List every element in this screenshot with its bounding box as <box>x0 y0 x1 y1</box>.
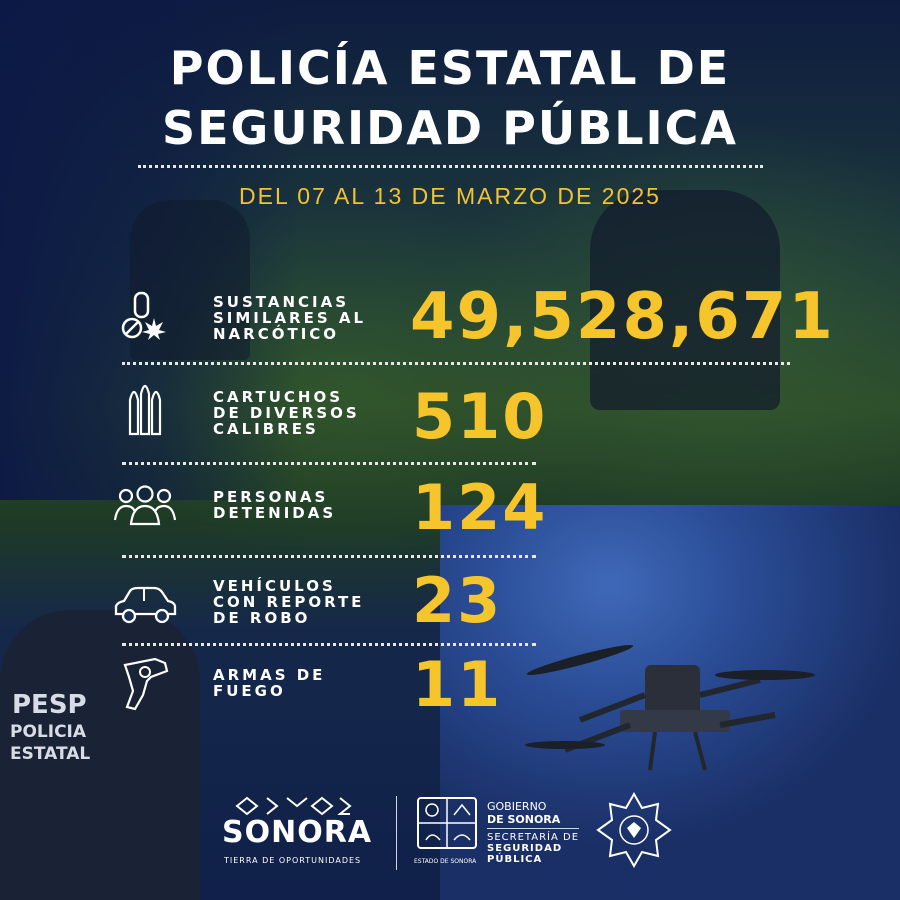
estado-sonora-caption: ESTADO DE SONORA <box>414 858 477 865</box>
pill-leaf-icon <box>121 291 166 340</box>
stat-label-vehiculos: VEHÍCULOS CON REPORTE DE ROBO <box>213 577 365 627</box>
stat-divider-3 <box>122 555 536 558</box>
stat-value-sustancias: 49,528,671 <box>410 280 835 354</box>
stat-value-personas: 124 <box>412 471 548 544</box>
stat-divider-1 <box>122 362 790 365</box>
stat-divider-2 <box>122 462 536 465</box>
bullets-icon <box>128 384 162 436</box>
sonora-tagline: TIERRA DE OPORTUNIDADES <box>224 856 362 865</box>
secretaria-line-3: PÚBLICA <box>487 854 543 865</box>
stat-value-vehiculos: 23 <box>412 564 503 637</box>
sonora-logo-text: SONORA <box>222 815 373 850</box>
officer-silhouette-front <box>0 610 200 900</box>
stat-label-armas: ARMAS DE FUEGO <box>213 666 326 700</box>
officer-back-text-estatal: ESTATAL <box>10 744 91 764</box>
revolver-icon <box>123 657 169 711</box>
secretaria-line-1: SECRETARÍA DE <box>487 832 580 843</box>
officer-back-text-pesp: PESP <box>12 690 87 720</box>
stat-label-cartuchos: CARTUCHOS DE DIVERSOS CALIBRES <box>213 388 360 438</box>
stat-divider-4 <box>122 643 536 646</box>
secretaria-line-2: SEGURIDAD <box>487 843 563 854</box>
stat-label-sustancias: SUSTANCIAS SIMILARES AL NARCÓTICO <box>213 293 367 343</box>
drone-image <box>525 644 815 771</box>
car-icon <box>114 586 177 624</box>
stat-value-armas: 11 <box>412 648 503 721</box>
people-icon <box>113 485 177 526</box>
title-divider <box>138 165 763 168</box>
gobierno-line-1: GOBIERNO <box>487 800 547 813</box>
gobierno-divider <box>487 828 579 829</box>
sonora-pattern-icon <box>235 796 352 816</box>
stat-label-personas: PERSONAS DETENIDAS <box>213 488 337 522</box>
gobierno-line-2: DE SONORA <box>487 813 561 826</box>
date-range: DEL 07 AL 13 DE MARZO DE 2025 <box>239 183 661 209</box>
stat-value-cartuchos: 510 <box>412 380 548 453</box>
policia-estatal-star-badge-icon <box>596 792 672 868</box>
footer-separator <box>396 796 397 870</box>
estado-sonora-shield-icon <box>417 797 477 849</box>
title-line-2: SEGURIDAD PÚBLICA <box>161 101 739 155</box>
officer-silhouette-right <box>590 190 780 410</box>
officer-back-text-policia: POLICIA <box>10 722 87 742</box>
title-line-1: POLICÍA ESTATAL DE <box>169 41 731 95</box>
